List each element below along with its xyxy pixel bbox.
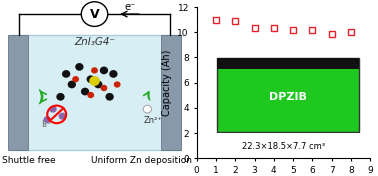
Circle shape <box>43 116 51 123</box>
FancyBboxPatch shape <box>217 58 359 69</box>
Text: e⁻: e⁻ <box>125 2 136 12</box>
Circle shape <box>87 75 95 83</box>
Text: I₃⁻: I₃⁻ <box>42 120 52 129</box>
Text: DPZIB: DPZIB <box>270 92 307 102</box>
Circle shape <box>56 93 65 101</box>
Circle shape <box>143 105 152 113</box>
Circle shape <box>101 85 107 91</box>
Circle shape <box>81 88 89 95</box>
Circle shape <box>87 92 94 98</box>
Circle shape <box>114 81 121 88</box>
Circle shape <box>62 70 70 78</box>
FancyBboxPatch shape <box>161 35 181 150</box>
Circle shape <box>49 106 57 113</box>
Text: Shuttle free: Shuttle free <box>2 156 55 165</box>
Circle shape <box>72 76 79 82</box>
Circle shape <box>100 67 108 74</box>
Circle shape <box>81 2 108 26</box>
Circle shape <box>75 63 84 71</box>
Circle shape <box>105 93 114 101</box>
Y-axis label: Capacity (Ah): Capacity (Ah) <box>162 49 172 116</box>
Text: Zn²⁺: Zn²⁺ <box>144 116 163 125</box>
Circle shape <box>59 113 66 120</box>
FancyBboxPatch shape <box>8 35 28 150</box>
Text: ZnI₃G4⁻: ZnI₃G4⁻ <box>74 37 115 47</box>
Circle shape <box>94 81 102 88</box>
Circle shape <box>89 76 100 86</box>
FancyBboxPatch shape <box>9 35 180 150</box>
Circle shape <box>68 81 76 88</box>
FancyBboxPatch shape <box>217 58 359 132</box>
Circle shape <box>91 67 98 74</box>
Text: V: V <box>90 8 99 21</box>
Circle shape <box>109 70 118 78</box>
Text: Uniform Zn deposition: Uniform Zn deposition <box>91 156 192 165</box>
Text: 22.3×18.5×7.7 cm³: 22.3×18.5×7.7 cm³ <box>242 142 325 151</box>
